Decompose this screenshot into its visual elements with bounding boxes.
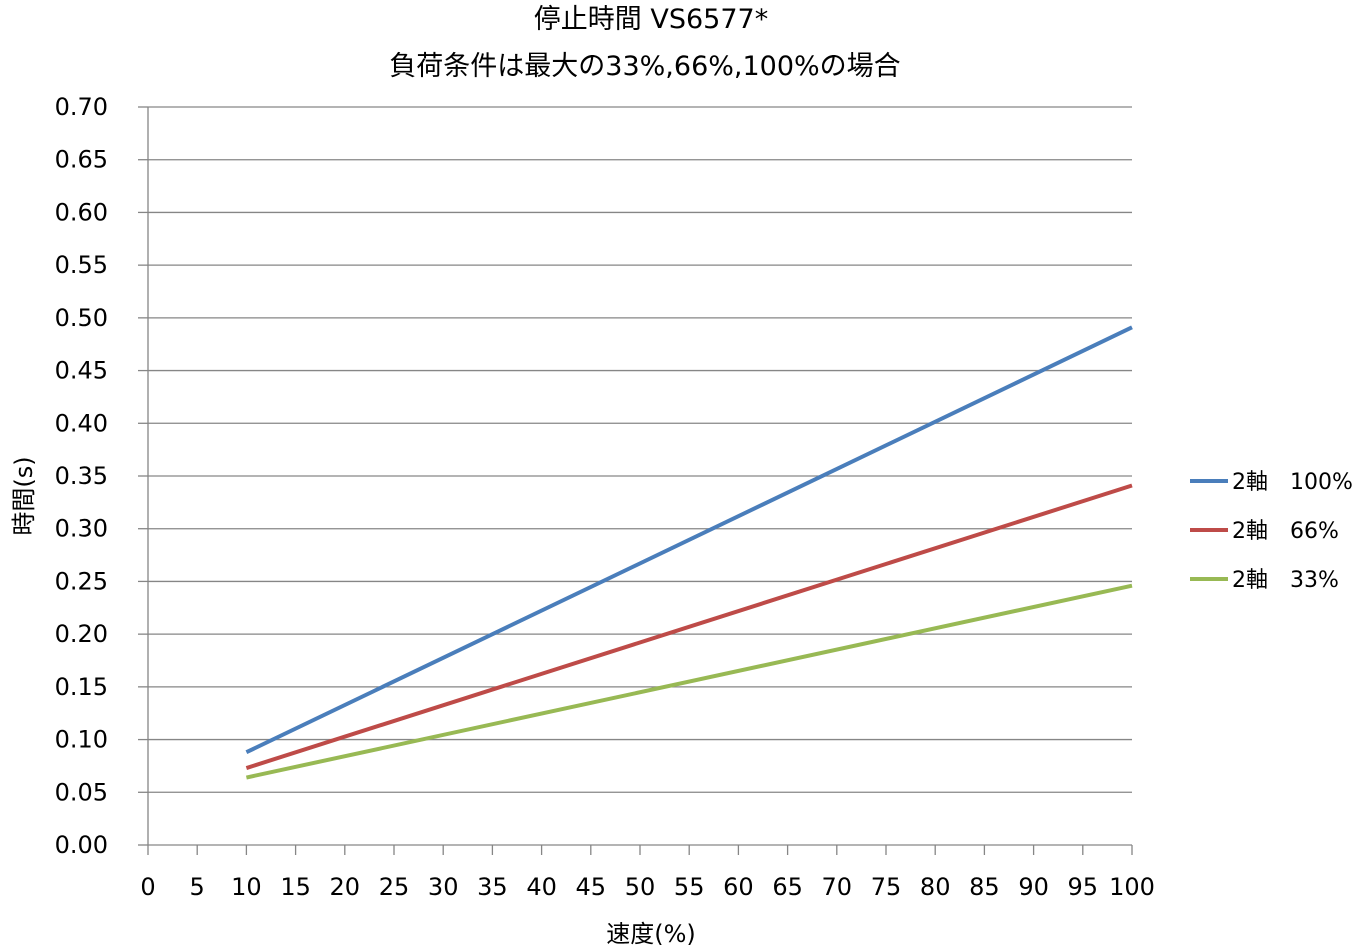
- x-tick-label: 65: [772, 873, 803, 901]
- x-tick-label: 70: [822, 873, 853, 901]
- chart-subtitle: 負荷条件は最大の33%,66%,100%の場合: [389, 51, 900, 82]
- x-tick-label: 5: [190, 873, 205, 901]
- y-axis-label: 時間(s): [10, 456, 38, 535]
- x-tick-label: 0: [140, 873, 155, 901]
- series-line-1: [245, 483, 1133, 770]
- x-tick-label: 10: [231, 873, 262, 901]
- y-tick-label: 0.60: [55, 198, 108, 226]
- y-tick-label: 0.30: [55, 515, 108, 543]
- y-tick-label: 0.45: [55, 357, 108, 385]
- x-tick-label: 80: [920, 873, 951, 901]
- chart-title: 停止時間 VS6577*: [534, 4, 768, 35]
- y-tick-label: 0.25: [55, 567, 108, 595]
- x-tick-label: 15: [280, 873, 311, 901]
- y-tick-label: 0.05: [55, 778, 108, 806]
- y-tick-label: 0.10: [55, 726, 108, 754]
- y-tick-label: 0.65: [55, 146, 108, 174]
- x-axis-label: 速度(%): [606, 920, 696, 948]
- x-tick-label: 40: [526, 873, 557, 901]
- series-lines: [245, 325, 1133, 780]
- y-tick-label: 0.40: [55, 409, 108, 437]
- x-tick-label: 30: [428, 873, 459, 901]
- y-tick-label: 0.00: [55, 831, 108, 859]
- x-tick-label: 100: [1109, 873, 1155, 901]
- axes: [138, 106, 1133, 855]
- x-tick-label: 45: [576, 873, 607, 901]
- y-tick-label: 0.70: [55, 93, 108, 121]
- x-tick-label: 25: [379, 873, 410, 901]
- series-line-2: [245, 583, 1133, 780]
- y-tick-label: 0.35: [55, 462, 108, 490]
- legend-label-2: 2軸 33%: [1232, 568, 1339, 593]
- x-tick-label: 35: [477, 873, 508, 901]
- x-tick-label: 50: [625, 873, 656, 901]
- x-tick-label: 75: [871, 873, 902, 901]
- y-tick-label: 0.50: [55, 304, 108, 332]
- x-tick-label: 20: [330, 873, 361, 901]
- x-tick-label: 85: [969, 873, 1000, 901]
- x-tick-label: 55: [674, 873, 705, 901]
- y-tick-label: 0.20: [55, 620, 108, 648]
- legend-label-0: 2軸 100%: [1232, 470, 1353, 495]
- grid: [148, 106, 1132, 793]
- y-tick-label: 0.15: [55, 673, 108, 701]
- series-line-0: [245, 325, 1133, 755]
- x-tick-label: 90: [1018, 873, 1049, 901]
- legend: 2軸 100% 2軸 66% 2軸 33%: [1190, 470, 1353, 593]
- tick-labels: 0.00 0.05 0.10 0.15 0.20 0.25 0.30 0.35 0.40 0.45…: [55, 93, 1155, 901]
- x-tick-label: 60: [723, 873, 754, 901]
- y-tick-label: 0.55: [55, 251, 108, 279]
- x-tick-label: 95: [1068, 873, 1099, 901]
- legend-label-1: 2軸 66%: [1232, 519, 1339, 544]
